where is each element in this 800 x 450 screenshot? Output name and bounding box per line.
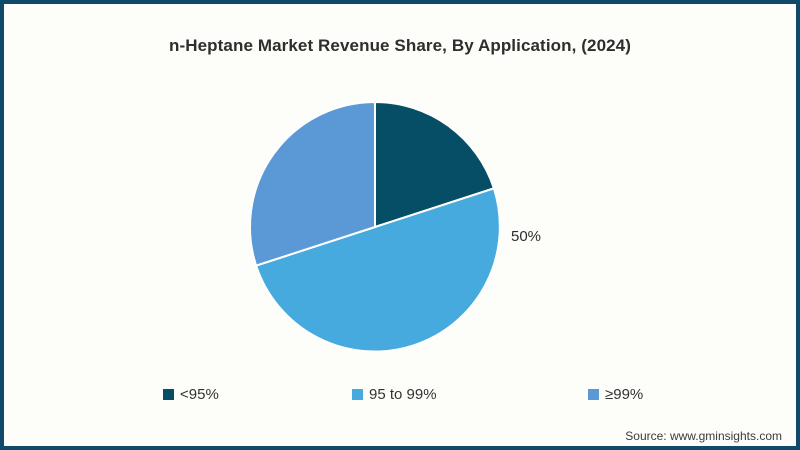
legend-swatch-gte99 <box>588 388 599 400</box>
legend-item-95to99[interactable]: 95 to 99% <box>352 385 437 403</box>
chart-legend: <95% 95 to 99% ≥99% <box>0 386 800 404</box>
legend-label-gte99: ≥99% <box>605 385 644 403</box>
source-note: Source: www.gminsights.com <box>625 429 782 443</box>
legend-swatch-lt95 <box>163 388 174 400</box>
legend-label-95to99: 95 to 99% <box>369 385 437 403</box>
legend-item-gte99[interactable]: ≥99% <box>588 385 644 403</box>
pie-slice-1[interactable] <box>255 187 501 353</box>
legend-label-lt95: <95% <box>180 385 219 403</box>
legend-item-lt95[interactable]: <95% <box>163 385 219 403</box>
pie-slice-0[interactable] <box>374 101 495 228</box>
pie-slice-2[interactable] <box>249 101 376 267</box>
chart-title: n-Heptane Market Revenue Share, By Appli… <box>168 36 631 55</box>
legend-swatch-95to99 <box>352 388 363 400</box>
pie-data-label-50pct: 50% <box>511 228 542 245</box>
